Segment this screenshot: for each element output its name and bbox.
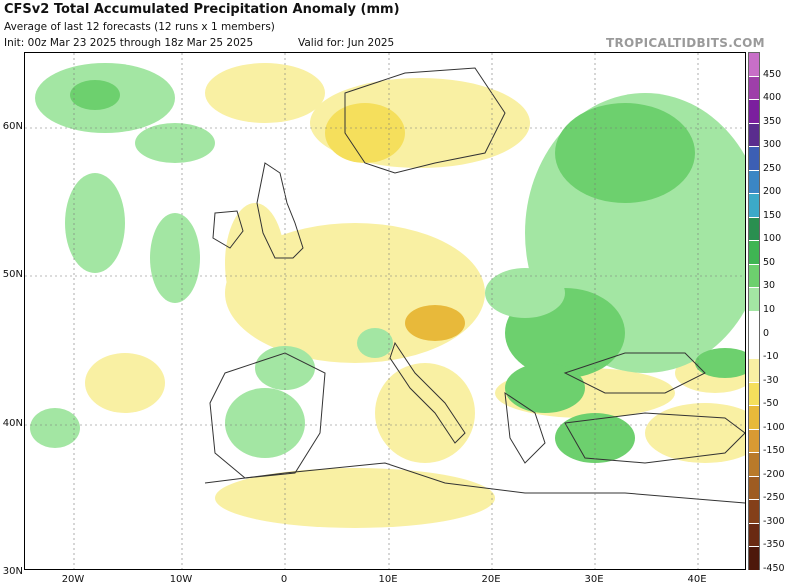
lat-label-30n: 30N [2, 566, 23, 577]
colorbar-swatch [749, 359, 759, 383]
colorbar [748, 52, 760, 571]
lat-label-40n: 40N [2, 418, 23, 429]
colorbar-label: -10 [763, 351, 779, 363]
colorbar-label: 200 [763, 186, 782, 198]
lon-label-30e: 30E [584, 574, 604, 585]
colorbar-swatch [749, 288, 759, 312]
colorbar-swatch [749, 217, 759, 242]
valid-time: Valid for: Jun 2025 [298, 37, 395, 49]
map-subtitle: Average of last 12 forecasts (12 runs x … [4, 21, 275, 33]
anomaly-map [25, 53, 745, 569]
coast-black-sea [563, 352, 706, 394]
colorbar-swatch [749, 382, 759, 407]
coast-iberia [209, 352, 326, 479]
colorbar-swatch [749, 523, 759, 548]
init-time: Init: 00z Mar 23 2025 through 18z Mar 25… [4, 37, 254, 49]
colorbar-swatch [749, 453, 759, 477]
colorbar-label: 0 [763, 327, 770, 339]
colorbar-label: 350 [763, 115, 782, 127]
coast-ireland [212, 210, 244, 249]
colorbar-swatch [749, 76, 759, 101]
colorbar-label: 30 [763, 280, 776, 292]
lon-label-40e: 40E [687, 574, 707, 585]
colorbar-swatch [749, 100, 759, 124]
colorbar-label: -150 [763, 445, 785, 457]
lon-label-20e: 20E [481, 574, 501, 585]
coast-scandinavia [344, 67, 506, 174]
colorbar-swatch [749, 547, 759, 571]
coast-greece [504, 391, 546, 464]
colorbar-swatch [749, 476, 759, 501]
lon-label-0: 0 [280, 574, 288, 585]
map-title: CFSv2 Total Accumulated Precipitation An… [4, 2, 400, 17]
coast-italy [389, 341, 466, 444]
lon-label-20w: 20W [61, 574, 85, 585]
lon-label-10w: 10W [169, 574, 193, 585]
colorbar-label: -300 [763, 515, 785, 527]
colorbar-swatch [749, 500, 759, 524]
colorbar-label: 400 [763, 92, 782, 104]
colorbar-swatch [749, 312, 759, 336]
colorbar-label: -200 [763, 468, 785, 480]
graticule [25, 53, 745, 569]
colorbar-swatch [749, 194, 759, 218]
colorbar-label: 450 [763, 68, 782, 80]
colorbar-label: -350 [763, 539, 785, 551]
brand-watermark: TROPICALTIDBITS.COM [606, 36, 765, 50]
colorbar-swatch [749, 335, 759, 360]
colorbar-label: 150 [763, 209, 782, 221]
colorbar-label: -50 [763, 398, 779, 410]
map-header: CFSv2 Total Accumulated Precipitation An… [0, 0, 790, 52]
colorbar-label: 300 [763, 139, 782, 151]
colorbar-swatch [749, 264, 759, 289]
colorbar-label: -100 [763, 421, 785, 433]
colorbar-swatch [749, 123, 759, 148]
colorbar-swatch [749, 147, 759, 171]
colorbar-label: 10 [763, 304, 776, 315]
colorbar-swatch [749, 170, 759, 195]
colorbar-label: 250 [763, 162, 782, 174]
coast-britain [256, 162, 304, 259]
colorbar-swatch [749, 429, 759, 454]
map-area [24, 52, 746, 570]
colorbar-label: 50 [763, 256, 776, 268]
lat-label-60n: 60N [2, 121, 23, 132]
lat-label-50n: 50N [2, 269, 23, 280]
colorbar-swatch [749, 53, 759, 77]
lon-label-10e: 10E [378, 574, 398, 585]
colorbar-label: -450 [763, 563, 785, 574]
colorbar-label: 100 [763, 233, 782, 245]
colorbar-swatch [749, 406, 759, 430]
colorbar-label: -250 [763, 492, 785, 504]
colorbar-label: -30 [763, 374, 779, 386]
colorbar-swatch [749, 241, 759, 265]
